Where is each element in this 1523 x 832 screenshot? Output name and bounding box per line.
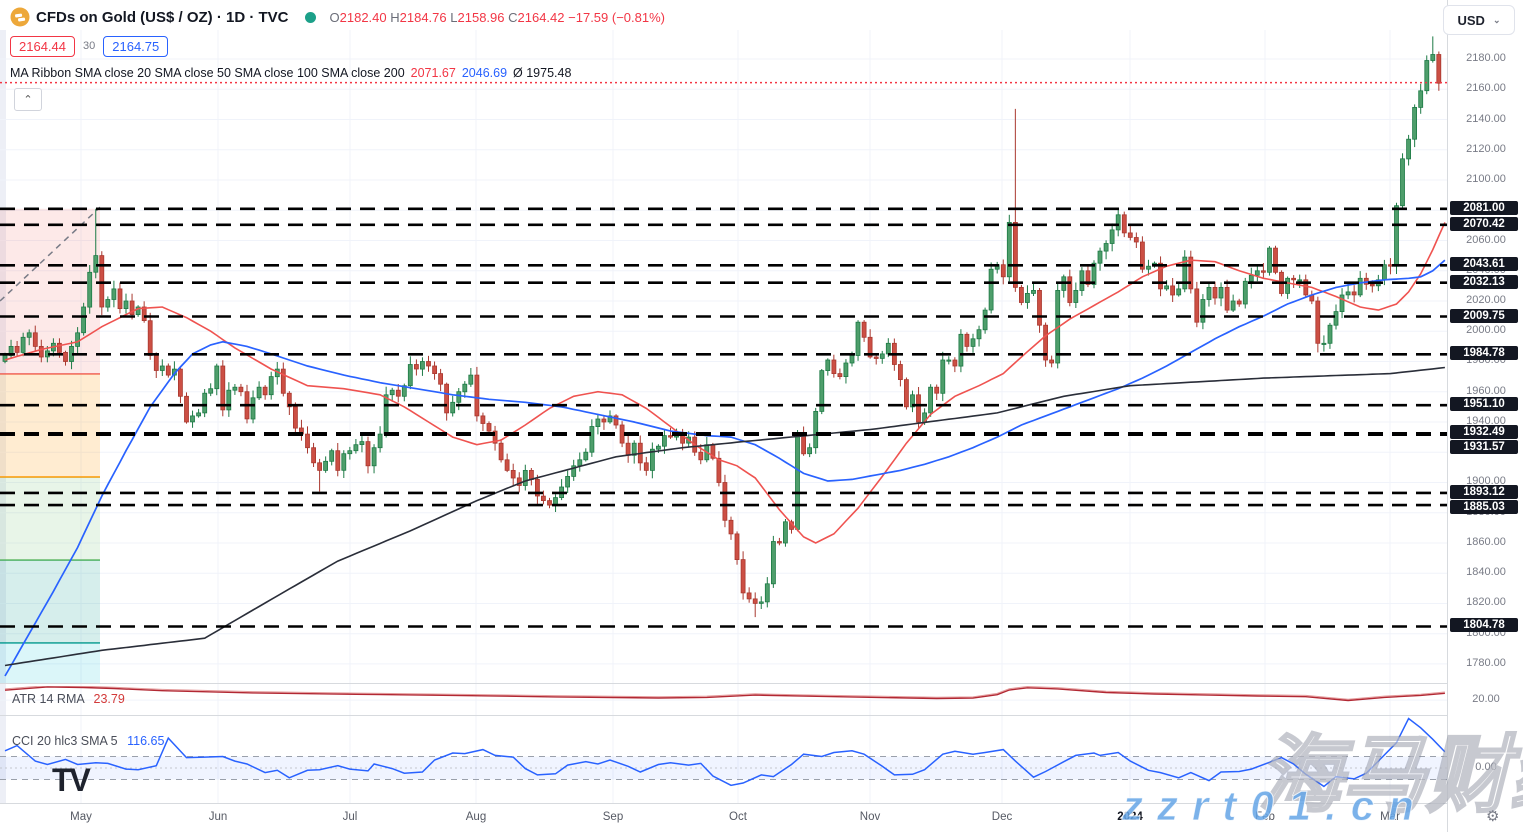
price-tick-label: 2060.00 <box>1466 234 1506 246</box>
currency-dropdown[interactable]: USD ⌄ <box>1443 5 1515 35</box>
bid-price-tag[interactable]: 2164.44 <box>10 35 75 57</box>
time-axis-label-2024: 2024 <box>1117 811 1143 823</box>
ma-ribbon-label[interactable]: MA Ribbon SMA close 20 SMA close 50 SMA … <box>10 66 405 80</box>
price-tick-label: 1840.00 <box>1466 566 1506 578</box>
level-price-label: 1931.57 <box>1450 440 1518 454</box>
symbol-header: CFDs on Gold (US$ / OZ) · 1D · TVC O2182… <box>10 6 665 28</box>
axis-settings-gear-icon[interactable]: ⚙ <box>1486 808 1500 825</box>
price-tick-label: 2020.00 <box>1466 294 1506 306</box>
sma50-value: 2046.69 <box>461 66 508 80</box>
price-tick-label: 1900.00 <box>1466 475 1506 487</box>
price-tick-label: 2000.00 <box>1466 324 1506 336</box>
price-tick-label: 1860.00 <box>1466 536 1506 548</box>
price-tick-label: 2160.00 <box>1466 82 1506 94</box>
level-price-label: 1951.10 <box>1450 397 1518 411</box>
time-axis-label-sep: Sep <box>602 811 624 823</box>
level-price-label: 2081.00 <box>1450 201 1518 215</box>
time-axis-label-mar: Mar <box>1380 811 1400 823</box>
level-price-label: 2009.75 <box>1450 309 1518 323</box>
time-axis-label-may: May <box>70 811 92 823</box>
level-price-label: 1932.49 <box>1450 425 1518 439</box>
time-axis-label-jul: Jul <box>342 811 358 823</box>
ohlc-values: O2182.40 H2184.76 L2158.96 C2164.42 −17.… <box>329 9 666 25</box>
level-price-label: 1893.12 <box>1450 485 1518 499</box>
price-tick-label: 2180.00 <box>1466 52 1506 64</box>
price-tick-label: 2100.00 <box>1466 173 1506 185</box>
level-price-label: 1984.78 <box>1450 346 1518 360</box>
atr-series <box>4 686 1445 702</box>
price-tag-row: 2164.44 30 2164.75 <box>10 34 169 58</box>
time-axis-label-jun: Jun <box>208 811 228 823</box>
time-axis-label-feb: Feb <box>1255 811 1275 823</box>
sma-average-value: Ø 1975.48 <box>513 66 572 80</box>
ma-ribbon-legend: MA Ribbon SMA close 20 SMA close 50 SMA … <box>10 64 571 82</box>
time-axis-label-dec: Dec <box>991 811 1013 823</box>
level-price-label: 2070.42 <box>1450 217 1518 231</box>
close-value: 2164.42 <box>517 9 565 25</box>
currency-label: USD <box>1457 12 1485 28</box>
open-value: 2182.40 <box>339 9 387 25</box>
price-tick-label: 1780.00 <box>1466 657 1506 669</box>
level-price-label: 2032.13 <box>1450 275 1518 289</box>
level-price-label: 2043.61 <box>1450 257 1518 271</box>
price-axis[interactable]: 2180.002160.002140.002120.002100.002080.… <box>1447 0 1523 832</box>
spread-value: 30 <box>83 40 96 52</box>
candlestick-series <box>2 36 1442 618</box>
level-price-label: 1804.78 <box>1450 618 1518 632</box>
time-axis-label-oct: Oct <box>729 811 747 823</box>
cci-value: 116.65 <box>127 734 165 748</box>
cci-series <box>0 717 1447 788</box>
indicator-tick-label: 0.00 <box>1475 761 1497 773</box>
cci-indicator-legend[interactable]: CCI 20 hlc3 SMA 5 116.65 <box>12 734 164 748</box>
price-tick-label: 2120.00 <box>1466 143 1506 155</box>
change-value: −17.59 (−0.81%) <box>568 9 665 25</box>
price-tick-label: 1940.00 <box>1466 415 1506 427</box>
left-edge-strip <box>0 30 6 803</box>
cci-label-text: CCI 20 hlc3 SMA 5 <box>12 734 118 748</box>
market-status-dot <box>304 11 316 23</box>
atr-indicator-legend[interactable]: ATR 14 RMA 23.79 <box>12 692 125 706</box>
symbol-title[interactable]: CFDs on Gold (US$ / OZ) · 1D · TVC <box>36 8 289 26</box>
gold-symbol-icon <box>10 7 30 27</box>
time-axis-label-nov: Nov <box>859 811 881 823</box>
sma20-value: 2071.67 <box>410 66 456 80</box>
atr-value: 23.79 <box>93 692 125 706</box>
watermark-chinese: 海马财经 <box>1257 727 1523 824</box>
analysis-zones <box>0 206 101 683</box>
price-tick-label: 1820.00 <box>1466 596 1506 608</box>
indicator-tick-label: 20.00 <box>1472 693 1500 705</box>
high-value: 2184.76 <box>399 9 447 25</box>
price-tick-label: 2140.00 <box>1466 113 1506 125</box>
atr-label-text: ATR 14 RMA <box>12 692 85 706</box>
collapse-indicator-button[interactable]: ⌃ <box>14 88 42 111</box>
price-tick-label: 1960.00 <box>1466 385 1506 397</box>
tradingview-logo[interactable]: TV <box>52 762 91 798</box>
gridlines <box>0 30 1447 803</box>
time-axis[interactable]: May Jun Jul Aug Sep Oct Nov Dec 2024 Feb Mar <box>0 803 1523 832</box>
level-price-label: 1885.03 <box>1450 500 1518 514</box>
chevron-down-icon: ⌄ <box>1492 14 1501 25</box>
watermark-url: zzrt01.cn <box>1122 782 1428 830</box>
low-value: 2158.96 <box>457 9 505 25</box>
ask-price-tag[interactable]: 2164.75 <box>103 35 169 57</box>
support-resistance-lines <box>0 207 1447 628</box>
time-axis-label-aug: Aug <box>465 811 487 823</box>
